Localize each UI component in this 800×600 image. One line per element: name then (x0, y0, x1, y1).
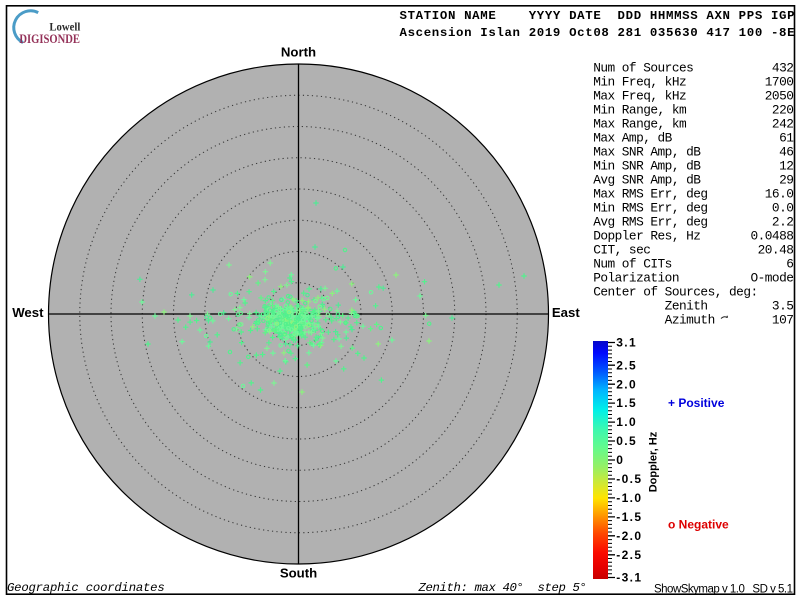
svg-text:Max Range, km 242: Max Range, km 242 (593, 116, 793, 131)
svg-text:-2.5: -2.5 (616, 548, 642, 562)
svg-text:2.0: 2.0 (616, 377, 637, 391)
svg-text:Zenith: max 40° step 5°: Zenith: max 40° step 5° (418, 581, 587, 595)
svg-text:Num of CITs 6: Num of CITs 6 (593, 256, 793, 271)
svg-text:West: West (12, 305, 44, 320)
svg-text:Avg SNR Amp, dB 29: Avg SNR Amp, dB 29 (593, 172, 793, 187)
svg-text:-0.5: -0.5 (616, 472, 642, 486)
svg-text:Center of Sources, deg:: Center of Sources, deg: (593, 284, 757, 299)
svg-text:North: North (281, 45, 316, 60)
svg-text:1.0: 1.0 (616, 415, 637, 429)
svg-text:Geographic coordinates: Geographic coordinates (7, 581, 165, 595)
svg-text:0: 0 (616, 453, 624, 467)
svg-text:-2.0: -2.0 (616, 529, 642, 543)
svg-text:Min SNR Amp, dB 12: Min SNR Amp, dB 12 (593, 158, 793, 173)
svg-text:STATION NAME YYYY DATE DDD: STATION NAME YYYY DATE DDD HHMMSS AXN PP… (400, 9, 796, 23)
svg-text:-1.0: -1.0 (616, 491, 642, 505)
svg-text:DIGISONDE: DIGISONDE (19, 31, 80, 46)
svg-text:o Negative: o Negative (668, 518, 729, 532)
svg-text:ShowSkymap v 1.0 SD v 5.1: ShowSkymap v 1.0 SD v 5.1 (654, 584, 793, 596)
svg-text:Doppler Res, Hz 0.0488: Doppler Res, Hz 0.0488 (593, 228, 793, 243)
svg-text:CIT, sec 20.48: CIT, sec 20.48 (593, 242, 793, 257)
svg-text:Doppler, Hz: Doppler, Hz (648, 431, 660, 492)
svg-text:Avg RMS Err, deg 2.2: Avg RMS Err, deg 2.2 (593, 214, 793, 229)
svg-text:Zenith 3.5: Zenith 3.5 (593, 298, 793, 313)
svg-text:Min RMS Err, deg 0.0: Min RMS Err, deg 0.0 (593, 200, 793, 215)
svg-text:+ Positive: + Positive (668, 396, 725, 410)
svg-text:Azimuth 107: Azimuth 107 (593, 312, 793, 327)
svg-text:Ascension Islan 2019 Oct08 281: Ascension Islan 2019 Oct08 281 035630 41… (400, 26, 796, 40)
svg-text:1.5: 1.5 (616, 396, 637, 410)
svg-text:Min Freq, kHz 1700: Min Freq, kHz 1700 (593, 74, 793, 89)
svg-text:Polarization O-mode: Polarization O-mode (593, 270, 793, 285)
svg-text:South: South (280, 566, 317, 581)
svg-text:Max SNR Amp, dB 46: Max SNR Amp, dB 46 (593, 144, 793, 159)
svg-text:Min Range, km 220: Min Range, km 220 (593, 102, 793, 117)
svg-text:Num of Sources 432: Num of Sources 432 (593, 60, 793, 75)
svg-text:0.5: 0.5 (616, 434, 637, 448)
svg-text:3.1: 3.1 (616, 336, 637, 350)
svg-text:Max RMS Err, deg 16.0: Max RMS Err, deg 16.0 (593, 186, 793, 201)
svg-text:-1.5: -1.5 (616, 510, 642, 524)
svg-text:Max Freq, kHz 2050: Max Freq, kHz 2050 (593, 88, 793, 103)
svg-text:-3.1: -3.1 (616, 571, 642, 585)
svg-text:Lowell: Lowell (49, 21, 80, 33)
svg-text:East: East (552, 305, 580, 320)
svg-text:Max Amp, dB 61: Max Amp, dB 61 (593, 130, 794, 145)
svg-text:2.5: 2.5 (616, 358, 637, 372)
